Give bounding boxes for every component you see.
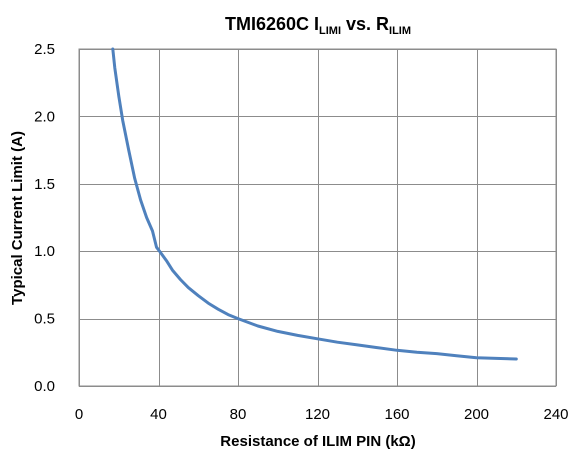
chart-title-mid: vs. R — [341, 14, 389, 34]
y-axis-title: Typical Current Limit (A) — [9, 131, 26, 305]
y-tick-labels: 0.0 0.5 1.0 1.5 2.0 2.5 — [34, 41, 55, 395]
grid — [79, 49, 557, 387]
x-tick-label: 120 — [305, 406, 330, 423]
chart-title-main: TMI6260C I — [225, 14, 319, 34]
y-tick-label: 1.0 — [34, 243, 55, 260]
chart-title-sub1: LIMI — [319, 25, 341, 37]
x-tick-label: 80 — [230, 406, 247, 423]
x-tick-labels: 0 40 80 120 160 200 240 — [75, 406, 569, 423]
series-line — [111, 47, 518, 361]
chart-title-sub2: ILIM — [389, 25, 411, 37]
x-tick-label: 160 — [384, 406, 409, 423]
chart-title: TMI6260C ILIMI vs. RILIM — [225, 14, 411, 37]
series-layer — [111, 47, 518, 361]
x-tick-label: 0 — [75, 406, 83, 423]
x-tick-label: 40 — [150, 406, 167, 423]
y-tick-label: 2.5 — [34, 41, 55, 58]
x-tick-label: 240 — [543, 406, 568, 423]
y-tick-label: 1.5 — [34, 176, 55, 193]
y-tick-label: 0.0 — [34, 378, 55, 395]
y-tick-label: 2.0 — [34, 108, 55, 125]
plot-border — [78, 48, 557, 387]
y-tick-label: 0.5 — [34, 311, 55, 328]
x-tick-label: 200 — [464, 406, 489, 423]
x-axis-title: Resistance of ILIM PIN (kΩ) — [220, 433, 415, 450]
